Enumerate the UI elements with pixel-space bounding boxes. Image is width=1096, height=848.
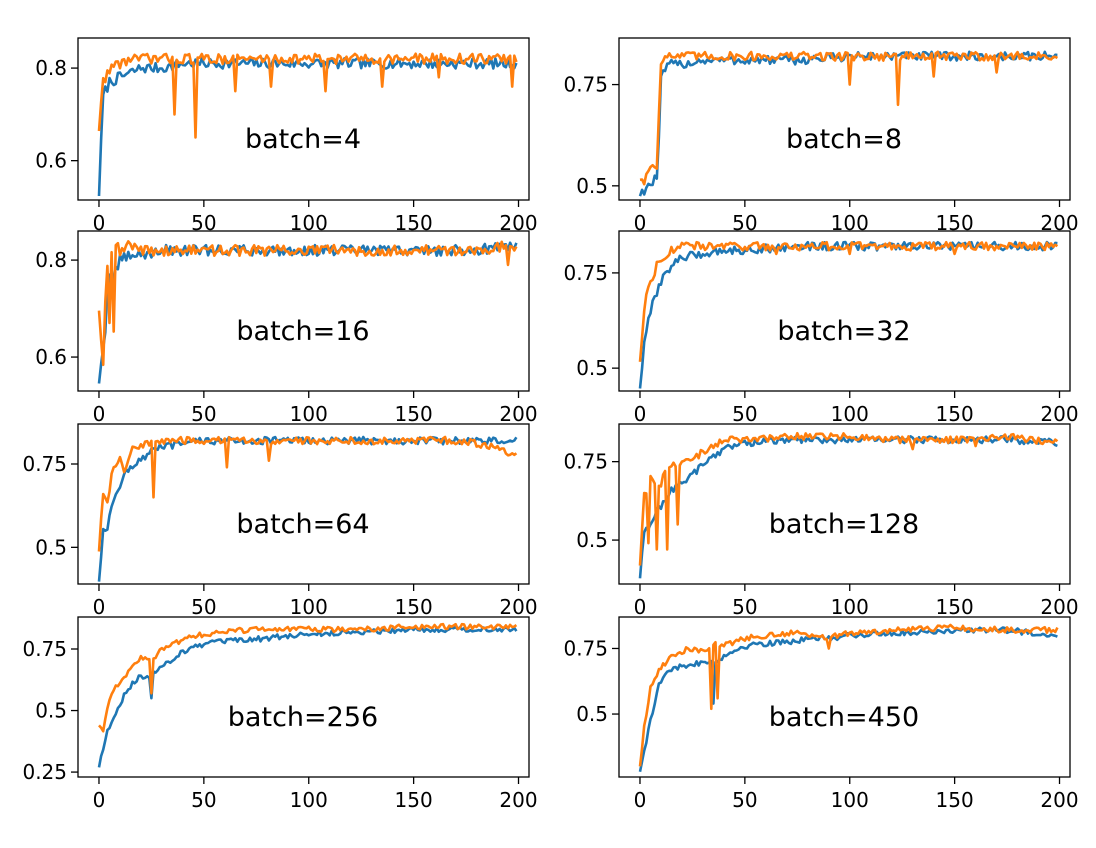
series-group bbox=[97, 622, 518, 768]
panel-label: batch=16 bbox=[236, 316, 369, 347]
axes-frame bbox=[77, 616, 530, 778]
panel-label: batch=4 bbox=[245, 124, 361, 155]
y-tick-label: 0.8 bbox=[35, 248, 67, 272]
subplot-6: 0 50 100 150 200 0.5 0.75 batch=128 bbox=[563, 423, 1079, 619]
series-line-2 bbox=[638, 623, 1059, 767]
series-group bbox=[638, 50, 1059, 197]
y-tick-label: 0.25 bbox=[22, 760, 67, 784]
y-tick-label: 0.5 bbox=[576, 528, 608, 552]
panel-label: batch=32 bbox=[777, 316, 910, 347]
series-line-2 bbox=[97, 435, 518, 552]
x-tick-label: 200 bbox=[1040, 788, 1078, 812]
x-tick-label: 100 bbox=[290, 788, 328, 812]
x-tick-label: 150 bbox=[936, 402, 974, 426]
axes-frame bbox=[618, 616, 1071, 778]
x-tick-label: 50 bbox=[191, 402, 216, 426]
x-tick-label: 100 bbox=[831, 595, 869, 619]
series-line-1 bbox=[97, 625, 518, 768]
panel-label: batch=64 bbox=[236, 509, 369, 540]
x-tick-label: 200 bbox=[1040, 402, 1078, 426]
x-tick-label: 0 bbox=[93, 402, 106, 426]
x-tick-label: 200 bbox=[1040, 595, 1078, 619]
series-group bbox=[97, 435, 518, 582]
panels: 0 50 100 150 200 0.6 0.8 batch=4 0 50 100 150 200 0.5… bbox=[22, 37, 1079, 812]
axes-frame bbox=[618, 423, 1071, 585]
x-tick-label: 200 bbox=[499, 402, 537, 426]
y-tick-label: 0.75 bbox=[22, 637, 67, 661]
y-tick-label: 0.5 bbox=[35, 699, 67, 723]
y-tick-label: 0.5 bbox=[576, 174, 608, 198]
series-group bbox=[638, 623, 1059, 772]
panel-label: batch=8 bbox=[786, 124, 902, 155]
y-tick-label: 0.8 bbox=[35, 56, 67, 80]
y-tick-label: 0.6 bbox=[35, 345, 67, 369]
x-tick-label: 0 bbox=[634, 595, 647, 619]
subplot-8: 0 50 100 150 200 0.5 0.75 batch=450 bbox=[563, 616, 1079, 812]
axes-frame bbox=[77, 37, 530, 201]
x-tick-label: 100 bbox=[831, 402, 869, 426]
x-tick-label: 50 bbox=[732, 788, 757, 812]
subplot-4: 0 50 100 150 200 0.5 0.75 batch=32 bbox=[563, 230, 1079, 426]
x-tick-label: 0 bbox=[634, 402, 647, 426]
series-line-2 bbox=[639, 50, 1059, 186]
x-tick-label: 100 bbox=[290, 595, 328, 619]
series-line-2 bbox=[97, 240, 518, 367]
y-tick-label: 0.75 bbox=[563, 73, 608, 97]
series-line-2 bbox=[638, 240, 1059, 362]
y-tick-label: 0.6 bbox=[35, 149, 67, 173]
x-tick-label: 150 bbox=[395, 788, 433, 812]
series-line-1 bbox=[97, 57, 518, 197]
x-tick-label: 150 bbox=[936, 595, 974, 619]
subplot-5: 0 50 100 150 200 0.5 0.75 batch=64 bbox=[22, 423, 538, 619]
x-tick-label: 50 bbox=[191, 595, 216, 619]
series-group bbox=[97, 52, 518, 197]
subplot-7: 0 50 100 150 200 0.25 0.5 0.75 batch=256 bbox=[22, 616, 538, 812]
x-tick-label: 100 bbox=[831, 788, 869, 812]
x-tick-label: 150 bbox=[936, 788, 974, 812]
x-tick-label: 150 bbox=[395, 402, 433, 426]
y-tick-label: 0.75 bbox=[563, 636, 608, 660]
x-tick-label: 200 bbox=[499, 788, 537, 812]
y-tick-label: 0.5 bbox=[576, 702, 608, 726]
x-tick-label: 50 bbox=[191, 788, 216, 812]
series-line-2 bbox=[638, 431, 1059, 566]
series-group bbox=[638, 240, 1059, 389]
series-line-2 bbox=[98, 622, 518, 733]
subplot-3: 0 50 100 150 200 0.6 0.8 batch=16 bbox=[35, 230, 538, 426]
x-tick-label: 150 bbox=[395, 595, 433, 619]
x-tick-label: 0 bbox=[93, 595, 106, 619]
series-group bbox=[638, 431, 1059, 579]
y-tick-label: 0.75 bbox=[563, 450, 608, 474]
y-tick-label: 0.75 bbox=[22, 452, 67, 476]
x-tick-label: 200 bbox=[499, 595, 537, 619]
x-tick-label: 50 bbox=[732, 402, 757, 426]
panel-label: batch=450 bbox=[769, 702, 919, 733]
y-tick-label: 0.75 bbox=[563, 261, 608, 285]
axes-frame bbox=[618, 37, 1071, 201]
series-line-2 bbox=[97, 52, 518, 139]
axes-frame bbox=[77, 423, 530, 585]
panel-label: batch=256 bbox=[228, 702, 378, 733]
panel-label: batch=128 bbox=[769, 509, 919, 540]
axes-frame bbox=[77, 230, 530, 392]
y-tick-label: 0.5 bbox=[576, 356, 608, 380]
x-tick-label: 50 bbox=[732, 595, 757, 619]
x-tick-label: 0 bbox=[634, 211, 647, 235]
x-tick-label: 0 bbox=[634, 788, 647, 812]
x-tick-label: 0 bbox=[93, 788, 106, 812]
x-tick-label: 0 bbox=[93, 211, 106, 235]
y-tick-label: 0.5 bbox=[35, 535, 67, 559]
axes-frame bbox=[618, 230, 1071, 392]
x-tick-label: 100 bbox=[290, 402, 328, 426]
series-group bbox=[97, 240, 518, 384]
